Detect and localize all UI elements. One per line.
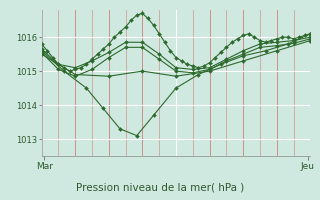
Text: Pression niveau de la mer( hPa ): Pression niveau de la mer( hPa ) (76, 182, 244, 192)
